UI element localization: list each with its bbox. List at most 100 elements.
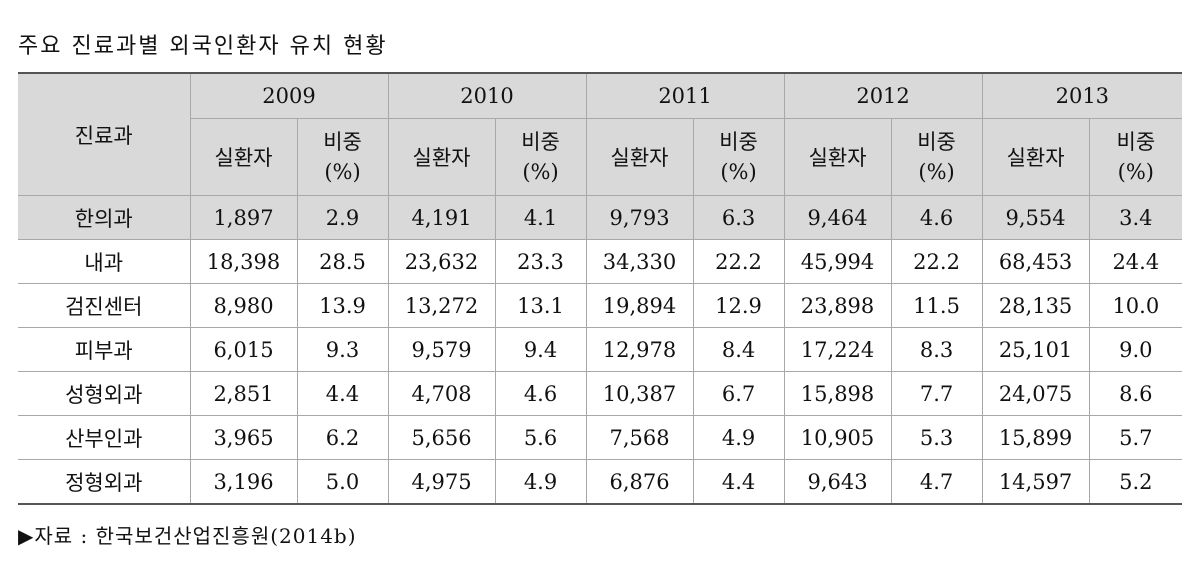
year-header: 2013	[981, 72, 1183, 119]
share-cell: 4.6	[890, 195, 983, 240]
patients-header: 실환자	[783, 118, 892, 196]
patients-cell: 9,554	[981, 195, 1090, 240]
dept-cell: 내과	[18, 239, 191, 284]
patients-cell: 15,898	[783, 371, 892, 416]
share-cell: 4.6	[494, 371, 587, 416]
patients-cell: 5,656	[387, 415, 496, 460]
patients-cell: 9,643	[783, 459, 892, 505]
share-label: 비중	[719, 130, 758, 154]
patients-cell: 25,101	[981, 327, 1090, 372]
share-header: 비중 (%)	[890, 118, 983, 196]
share-header: 비중 (%)	[296, 118, 389, 196]
share-cell: 10.0	[1088, 283, 1183, 328]
table-row: 피부과 6,015 9.3 9,579 9.4 12,978 8.4 17,224 8.3 25,…	[18, 327, 1183, 372]
patients-header: 실환자	[190, 118, 298, 196]
share-cell: 4.1	[494, 195, 587, 240]
share-cell: 4.9	[692, 415, 785, 460]
patients-cell: 9,464	[783, 195, 892, 240]
patients-cell: 15,899	[981, 415, 1090, 460]
share-cell: 4.4	[296, 371, 389, 416]
share-cell: 5.0	[296, 459, 389, 505]
patients-cell: 28,135	[981, 283, 1090, 328]
share-cell: 4.9	[494, 459, 587, 505]
patients-cell: 45,994	[783, 239, 892, 284]
share-cell: 13.1	[494, 283, 587, 328]
dept-cell: 정형외과	[18, 459, 191, 505]
share-header: 비중 (%)	[494, 118, 587, 196]
share-cell: 5.6	[494, 415, 587, 460]
patients-cell: 4,975	[387, 459, 496, 505]
patients-cell: 3,196	[189, 459, 298, 505]
patients-cell: 34,330	[585, 239, 694, 284]
dept-cell: 산부인과	[18, 415, 191, 460]
table-row: 내과 18,398 28.5 23,632 23.3 34,330 22.2 45,994 22…	[18, 239, 1183, 284]
share-label: 비중	[1116, 130, 1156, 154]
share-header: 비중 (%)	[1088, 118, 1183, 196]
patients-cell: 9,793	[585, 195, 694, 240]
share-cell: 3.4	[1088, 195, 1183, 240]
share-cell: 9.3	[296, 327, 389, 372]
dept-cell: 성형외과	[18, 371, 191, 416]
patients-cell: 19,894	[585, 283, 694, 328]
patients-cell: 23,632	[387, 239, 496, 284]
share-unit: (%)	[324, 160, 361, 184]
share-cell: 5.2	[1088, 459, 1183, 505]
patients-header: 실환자	[981, 118, 1090, 196]
table-row: 검진센터 8,980 13.9 13,272 13.1 19,894 12.9 23,898 1…	[18, 283, 1183, 328]
dept-header: 진료과	[18, 72, 191, 196]
share-cell: 9.0	[1088, 327, 1183, 372]
patients-cell: 6,876	[585, 459, 694, 505]
share-cell: 5.7	[1088, 415, 1183, 460]
table-row: 한의과 1,897 2.9 4,191 4.1 9,793 6.3 9,464 4.6 9,554…	[18, 195, 1183, 240]
year-header: 2009	[189, 72, 389, 119]
share-unit: (%)	[522, 160, 559, 184]
share-label: 비중	[521, 130, 560, 154]
patients-header: 실환자	[387, 118, 496, 196]
year-header: 2012	[783, 72, 983, 119]
patients-cell: 7,568	[585, 415, 694, 460]
patients-cell: 8,980	[189, 283, 298, 328]
share-cell: 8.3	[890, 327, 983, 372]
patients-cell: 4,191	[387, 195, 496, 240]
share-cell: 28.5	[296, 239, 389, 284]
share-unit: (%)	[1117, 160, 1154, 184]
patients-cell: 10,387	[585, 371, 694, 416]
patients-cell: 10,905	[783, 415, 892, 460]
patients-cell: 18,398	[189, 239, 298, 284]
dept-cell: 피부과	[18, 327, 191, 372]
table-row: 성형외과 2,851 4.4 4,708 4.6 10,387 6.7 15,898 7.7 24…	[18, 371, 1183, 416]
share-cell: 4.4	[692, 459, 785, 505]
share-cell: 8.4	[692, 327, 785, 372]
share-cell: 9.4	[494, 327, 587, 372]
patients-cell: 4,708	[387, 371, 496, 416]
patients-cell: 1,897	[189, 195, 298, 240]
share-label: 비중	[917, 130, 956, 154]
patients-cell: 24,075	[981, 371, 1090, 416]
share-cell: 2.9	[296, 195, 389, 240]
share-cell: 12.9	[692, 283, 785, 328]
share-cell: 4.7	[890, 459, 983, 505]
patients-cell: 9,579	[387, 327, 496, 372]
source-note: ▶자료 : 한국보건산업진흥원(2014b)	[18, 524, 357, 548]
patients-cell: 3,965	[189, 415, 298, 460]
patients-cell: 13,272	[387, 283, 496, 328]
share-cell: 11.5	[890, 283, 983, 328]
share-cell: 6.7	[692, 371, 785, 416]
share-cell: 24.4	[1088, 239, 1183, 284]
patients-header: 실환자	[585, 118, 694, 196]
patients-cell: 23,898	[783, 283, 892, 328]
share-cell: 23.3	[494, 239, 587, 284]
table-row: 정형외과 3,196 5.0 4,975 4.9 6,876 4.4 9,643 4.7 14,5…	[18, 459, 1183, 505]
dept-cell: 검진센터	[18, 283, 191, 328]
share-cell: 6.2	[296, 415, 389, 460]
patient-statistics-table: 진료과 2009 2010 2011 2012 2013 실환자 비중 (%) 실환자…	[18, 72, 1183, 505]
patients-cell: 14,597	[981, 459, 1090, 505]
patients-cell: 2,851	[189, 371, 298, 416]
share-cell: 22.2	[692, 239, 785, 284]
share-cell: 13.9	[296, 283, 389, 328]
share-cell: 8.6	[1088, 371, 1183, 416]
share-unit: (%)	[918, 160, 955, 184]
table-title: 주요 진료과별 외국인환자 유치 현황	[18, 34, 388, 59]
patients-cell: 12,978	[585, 327, 694, 372]
year-header: 2011	[585, 72, 785, 119]
